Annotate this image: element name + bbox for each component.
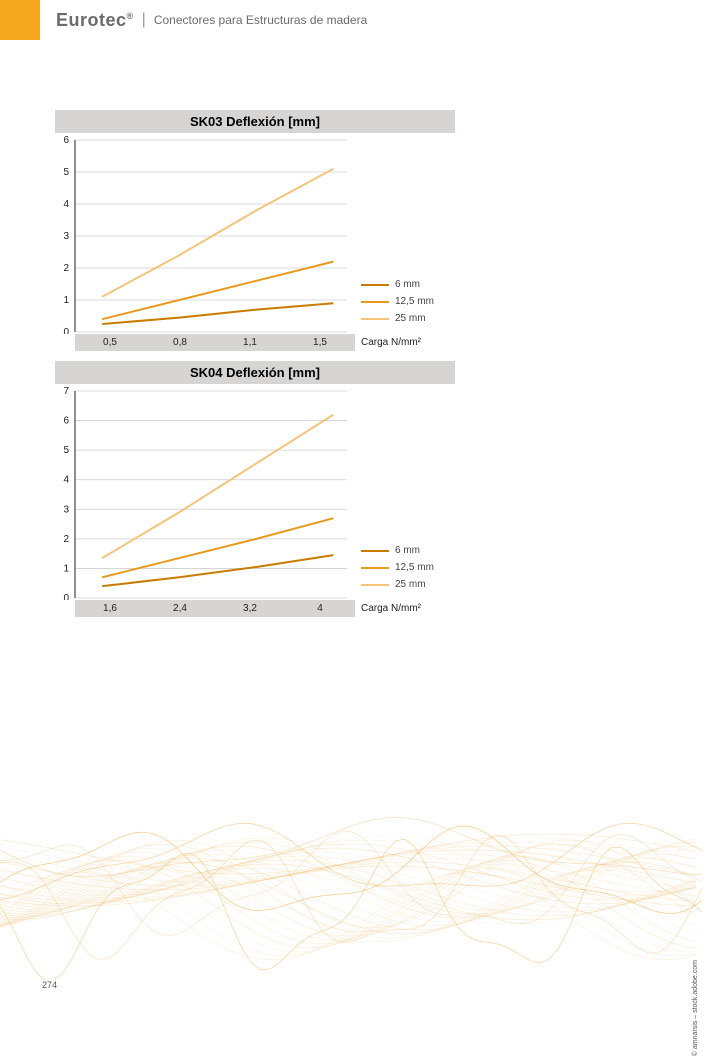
legend-label: 25 mm (395, 313, 426, 324)
charts-container: SK03 Deflexión [mm] 0 1 2 3 4 5 6 6 mm 12,5 mm 25 … (55, 110, 707, 617)
chart-plot: 0 1 2 3 4 5 6 7 (55, 385, 355, 600)
svg-text:4: 4 (63, 475, 69, 486)
svg-text:2: 2 (63, 263, 69, 274)
image-credit: © amnarsis – stock.adobe.com (692, 960, 699, 1056)
legend-swatch (361, 284, 389, 286)
svg-text:1: 1 (63, 563, 69, 574)
legend-label: 6 mm (395, 279, 420, 290)
x-axis-caption: Carga N/mm² (355, 334, 450, 351)
x-axis-bar: 0,50,81,11,5 (75, 334, 355, 351)
accent-block (0, 0, 40, 40)
x-tick-label: 1,1 (215, 337, 285, 348)
x-tick-label: 2,4 (145, 603, 215, 614)
chart-legend: 6 mm 12,5 mm 25 mm (355, 385, 450, 600)
x-tick-label: 0,8 (145, 337, 215, 348)
chart-legend: 6 mm 12,5 mm 25 mm (355, 134, 450, 334)
x-tick-label: 1,5 (285, 337, 355, 348)
page-number: 274 (42, 980, 57, 990)
chart-block: SK04 Deflexión [mm] 0 1 2 3 4 5 6 7 6 mm 12,5 mm 25… (55, 361, 455, 617)
svg-text:6: 6 (63, 135, 69, 146)
svg-text:0: 0 (63, 327, 69, 334)
x-axis-row: 0,50,81,11,5Carga N/mm² (55, 334, 455, 351)
x-tick-label: 0,5 (75, 337, 145, 348)
svg-text:5: 5 (63, 445, 69, 456)
x-axis-row: 1,62,43,24Carga N/mm² (55, 600, 455, 617)
legend-item: 25 mm (361, 579, 450, 590)
header-divider: | (142, 11, 146, 29)
brand-text: Eurotec (56, 10, 127, 30)
svg-text:6: 6 (63, 416, 69, 427)
svg-text:0: 0 (63, 593, 69, 600)
legend-swatch (361, 584, 389, 586)
legend-item: 6 mm (361, 545, 450, 556)
chart-body: 0 1 2 3 4 5 6 6 mm 12,5 mm 25 mm (55, 134, 455, 334)
legend-swatch (361, 567, 389, 569)
x-tick-label: 4 (285, 603, 355, 614)
legend-swatch (361, 301, 389, 303)
legend-label: 25 mm (395, 579, 426, 590)
legend-item: 6 mm (361, 279, 450, 290)
chart-block: SK03 Deflexión [mm] 0 1 2 3 4 5 6 6 mm 12,5 mm 25 … (55, 110, 455, 351)
brand-sup: ® (127, 11, 134, 21)
legend-item: 12,5 mm (361, 296, 450, 307)
legend-label: 12,5 mm (395, 562, 434, 573)
svg-text:4: 4 (63, 199, 69, 210)
legend-label: 12,5 mm (395, 296, 434, 307)
legend-swatch (361, 550, 389, 552)
svg-text:3: 3 (63, 504, 69, 515)
legend-swatch (361, 318, 389, 320)
svg-text:3: 3 (63, 231, 69, 242)
chart-body: 0 1 2 3 4 5 6 7 6 mm 12,5 mm 25 mm (55, 385, 455, 600)
legend-item: 12,5 mm (361, 562, 450, 573)
chart-title: SK04 Deflexión [mm] (55, 361, 455, 385)
svg-text:5: 5 (63, 167, 69, 178)
svg-text:1: 1 (63, 295, 69, 306)
chart-title: SK03 Deflexión [mm] (55, 110, 455, 134)
page-header: Eurotec® | Conectores para Estructuras d… (0, 0, 707, 40)
svg-text:2: 2 (63, 534, 69, 545)
x-axis-caption: Carga N/mm² (355, 600, 450, 617)
x-axis-bar: 1,62,43,24 (75, 600, 355, 617)
brand-logo: Eurotec® (56, 10, 134, 31)
chart-plot: 0 1 2 3 4 5 6 (55, 134, 355, 334)
header-subtitle: Conectores para Estructuras de madera (154, 13, 367, 27)
legend-label: 6 mm (395, 545, 420, 556)
x-tick-label: 1,6 (75, 603, 145, 614)
decorative-wave (0, 780, 707, 980)
x-tick-label: 3,2 (215, 603, 285, 614)
legend-item: 25 mm (361, 313, 450, 324)
svg-text:7: 7 (63, 386, 69, 397)
